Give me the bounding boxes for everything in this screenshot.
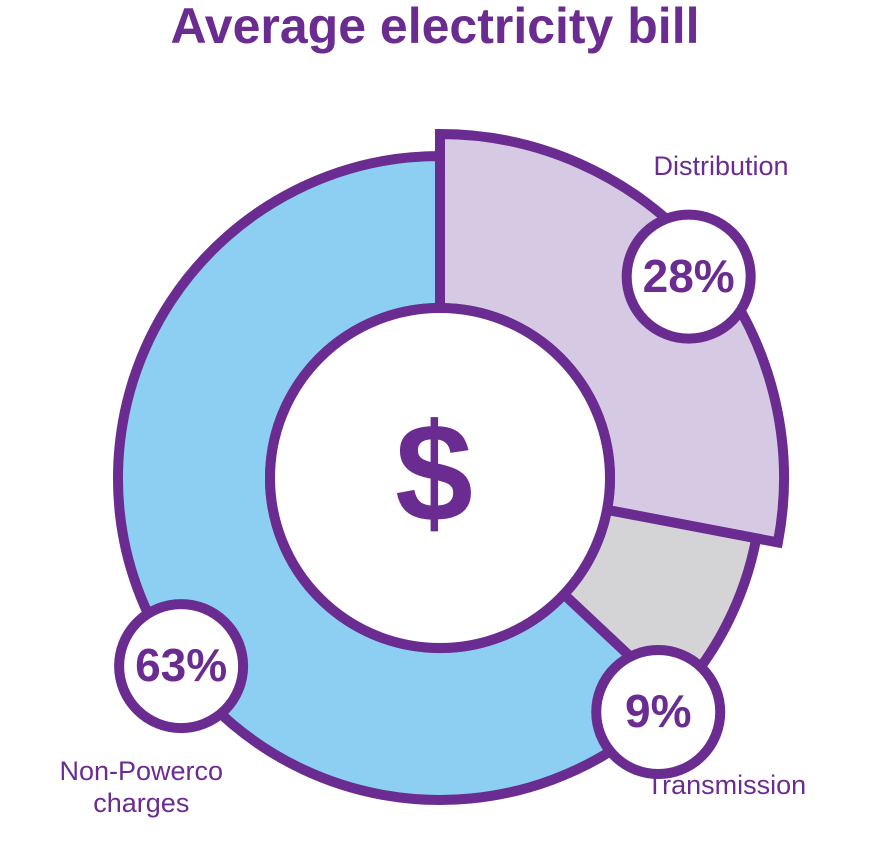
center-circle [265,303,615,653]
value-label: 28% [643,250,735,302]
center-label: $ [395,394,473,551]
category-label: Non-Powerco charges [59,756,224,819]
value-badge [591,645,726,780]
value-label: 63% [135,639,227,691]
category-label: Transmission [646,770,807,801]
value-label: 9% [625,685,691,737]
value-badge [621,209,756,344]
value-badge [114,599,249,734]
category-label: Distribution [653,150,789,181]
chart-title: Average electricity bill [171,0,700,54]
